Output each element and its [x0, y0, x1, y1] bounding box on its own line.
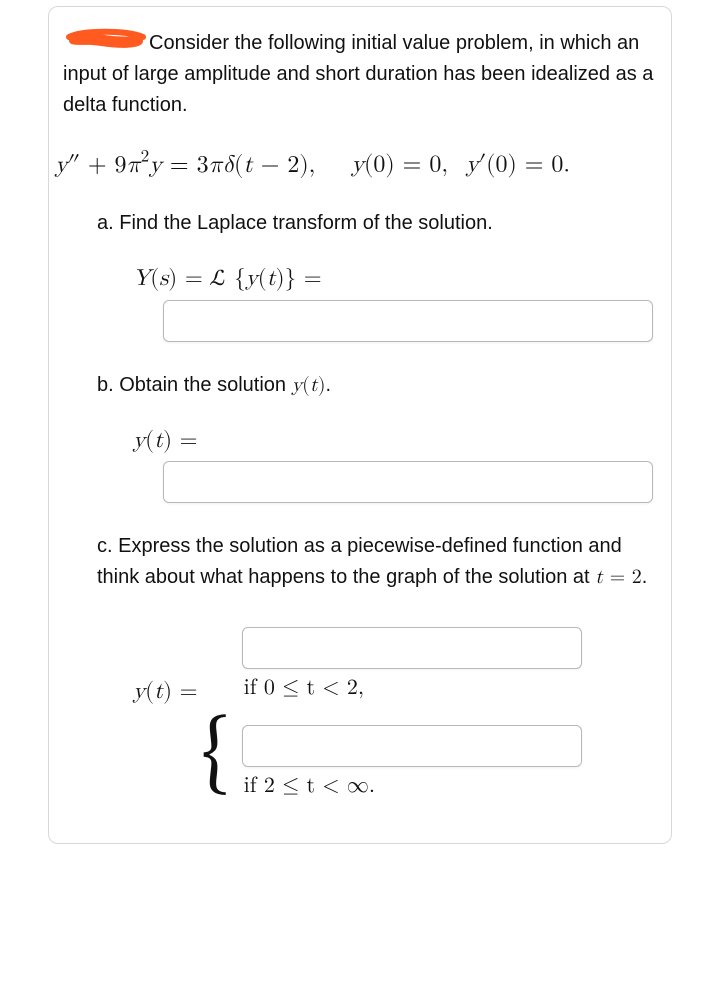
part-b-text-post: . — [325, 374, 331, 396]
brace-column: { — [202, 720, 230, 780]
part-c-label: y(t) = — [133, 678, 198, 706]
part-a-text: a. Find the Laplace transform of the sol… — [97, 212, 493, 234]
intro-text: Consider the following initial value pro… — [63, 32, 653, 116]
question-card: Consider the following initial value pro… — [48, 6, 672, 844]
part-c-text-post: . — [642, 566, 648, 588]
eq-ic2: y′(0) = 0. — [466, 153, 570, 177]
redaction-marker — [63, 27, 147, 53]
part-c-piecewise: y(t) = { if 0 ≤ t < 2, if 2 ≤ t < ∞. — [133, 627, 657, 813]
case-2: if 2 ≤ t < ∞. — [242, 725, 582, 813]
intro-paragraph: Consider the following initial value pro… — [63, 27, 657, 121]
cases-column: if 0 ≤ t < 2, if 2 ≤ t < ∞. — [242, 627, 582, 813]
part-a-label: Y(s) = ℒ {y(t)} = — [133, 265, 657, 294]
part-b-math: y(t) — [292, 375, 326, 395]
part-c-prompt: c. Express the solution as a piecewise-d… — [97, 531, 657, 593]
part-c-math: t = 2 — [595, 567, 642, 587]
eq-lhs: y″ + 9π2y = 3πδ(t − 2), — [55, 153, 315, 177]
part-c-input-1[interactable] — [242, 627, 582, 669]
part-b-text-pre: b. Obtain the solution — [97, 374, 292, 396]
case-1: if 0 ≤ t < 2, — [242, 627, 582, 715]
part-c-text-pre: c. Express the solution as a piecewise-d… — [97, 535, 622, 588]
part-b-prompt: b. Obtain the solution y(t). — [97, 370, 657, 401]
part-a-prompt: a. Find the Laplace transform of the sol… — [97, 208, 657, 239]
left-brace: { — [202, 726, 230, 786]
part-c-input-2[interactable] — [242, 725, 582, 767]
case-2-condition: if 2 ≤ t < ∞. — [244, 773, 582, 799]
main-equation: y″ + 9π2y = 3πδ(t − 2), y(0) = 0, y′(0) = … — [55, 147, 657, 180]
part-b-input[interactable] — [163, 461, 653, 503]
eq-ic1: y(0) = 0, — [351, 153, 448, 177]
part-a-input[interactable] — [163, 300, 653, 342]
case-1-condition: if 0 ≤ t < 2, — [244, 675, 582, 701]
part-b-label: y(t) = — [133, 427, 657, 455]
